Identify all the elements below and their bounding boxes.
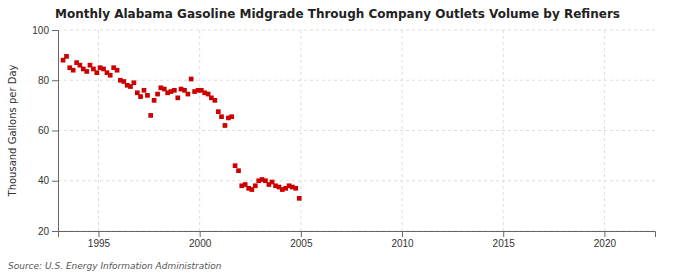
axis-line <box>59 232 656 238</box>
tick-label: 2015 <box>493 238 516 249</box>
y-axis-title: Thousand Gallons per Day <box>7 64 18 197</box>
tick-label: 2005 <box>290 238 313 249</box>
tick-label: 1995 <box>88 238 111 249</box>
tick: 2000 <box>189 231 212 249</box>
grid-line <box>604 30 605 231</box>
tick-label: 60 <box>38 125 50 136</box>
plot: 19952000200520102015202020406080100 <box>32 25 655 249</box>
tick-label: 20 <box>38 226 50 237</box>
tick-mark <box>52 131 58 132</box>
point <box>108 73 113 78</box>
point <box>152 98 157 103</box>
tick: 2020 <box>594 231 617 249</box>
grid-line <box>58 30 655 31</box>
point <box>219 114 224 119</box>
point <box>71 68 76 73</box>
tick: 20 <box>38 226 58 237</box>
point <box>216 109 221 114</box>
point <box>212 98 217 103</box>
tick-mark <box>503 231 504 237</box>
axis-line <box>52 31 59 232</box>
grid-line <box>58 130 655 131</box>
point <box>142 88 147 93</box>
tick-mark <box>52 181 58 182</box>
tick: 2010 <box>391 231 414 249</box>
tick: 2015 <box>493 231 516 249</box>
tick-mark <box>52 231 58 232</box>
grid-line <box>58 80 655 81</box>
grid-line <box>402 30 403 231</box>
grid-line <box>300 30 301 231</box>
tick: 1995 <box>88 231 111 249</box>
point <box>155 92 160 97</box>
point <box>95 70 100 75</box>
chart: 19952000200520102015202020406080100Month… <box>0 0 675 275</box>
tick-mark <box>604 231 605 237</box>
point <box>145 93 150 98</box>
point <box>115 68 120 73</box>
point <box>64 54 69 59</box>
point <box>223 123 228 128</box>
tick-mark <box>200 231 201 237</box>
point <box>236 168 241 173</box>
point <box>148 113 153 118</box>
grid-line <box>58 180 655 181</box>
grid-line <box>199 30 200 231</box>
grid-line <box>503 30 504 231</box>
point <box>172 88 177 93</box>
source: Source: U.S. Energy Information Administ… <box>8 261 222 271</box>
tick: 80 <box>38 75 58 86</box>
title: Monthly Alabama Gasoline Midgrade Throug… <box>55 7 620 21</box>
tick-label: 2010 <box>391 238 414 249</box>
tick-mark <box>402 231 403 237</box>
point <box>175 95 180 100</box>
tick-mark <box>301 231 302 237</box>
point <box>293 186 298 191</box>
tick: 40 <box>38 175 58 186</box>
x-axis: 1995 2000 2005 2010 2015 2020 <box>59 231 656 249</box>
point <box>186 92 191 97</box>
point <box>84 69 89 74</box>
tick-label: 100 <box>32 25 49 36</box>
points <box>61 54 302 201</box>
tick-mark <box>52 30 58 31</box>
point <box>229 114 234 119</box>
point <box>138 94 143 99</box>
point <box>253 183 258 188</box>
tick-label: 2020 <box>594 238 617 249</box>
tick: 60 <box>38 125 58 136</box>
tick-mark <box>52 80 58 81</box>
tick-label: 40 <box>38 175 50 186</box>
y-axis: 20 40 60 80 100 <box>32 25 58 237</box>
tick: 2005 <box>290 231 313 249</box>
tick-label: 80 <box>38 75 50 86</box>
grid <box>58 30 655 231</box>
point <box>297 196 302 201</box>
tick: 100 <box>32 25 58 36</box>
tick-mark <box>98 231 99 237</box>
grid-line <box>98 30 99 231</box>
point <box>132 80 137 85</box>
point <box>189 77 194 82</box>
point <box>233 163 238 168</box>
tick-label: 2000 <box>189 238 212 249</box>
